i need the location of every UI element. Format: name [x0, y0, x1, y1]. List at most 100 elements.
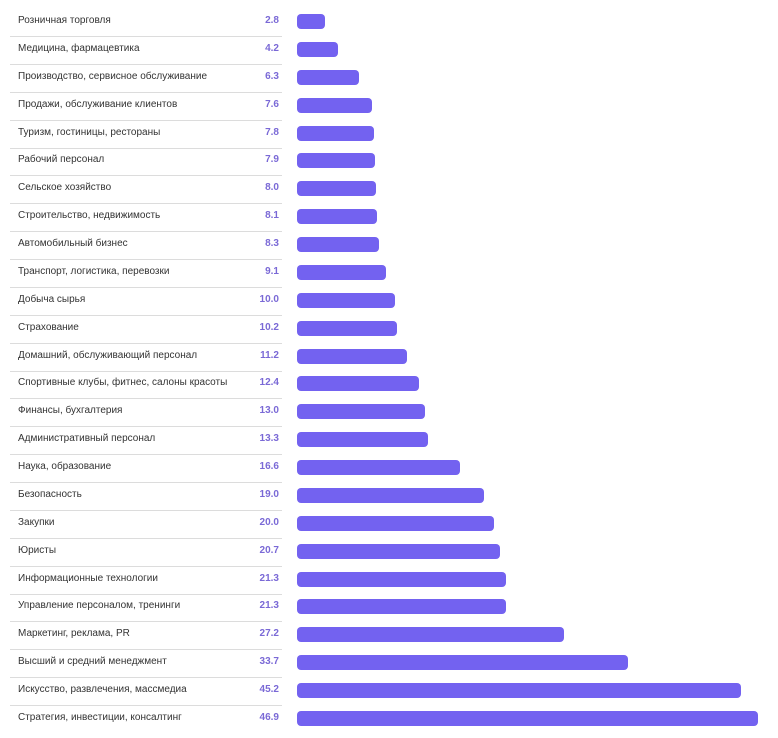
chart-row: Транспорт, логистика, перевозки 9.1 [0, 259, 778, 288]
bar [297, 153, 375, 169]
value-label: 11.2 [260, 349, 279, 361]
value-label: 33.7 [259, 656, 279, 668]
bar [297, 292, 396, 308]
category-label: Закупки [18, 516, 55, 528]
bar [297, 432, 428, 448]
chart-row: Автомобильный бизнес 8.3 [0, 231, 778, 261]
row-divider [10, 342, 282, 344]
chart-row: Добыча сырья 10.0 [0, 287, 778, 316]
bar [297, 487, 484, 503]
bar [297, 125, 374, 141]
category-label: Страхование [18, 321, 79, 333]
bar [297, 376, 419, 392]
value-label: 8.0 [265, 182, 279, 194]
bar [297, 627, 565, 643]
chart-row: Финансы, бухгалтерия 13.0 [0, 398, 778, 428]
category-label: Высший и средний менеджмент [18, 656, 167, 668]
bar [297, 543, 501, 559]
category-label: Туризм, гостиницы, рестораны [18, 126, 161, 138]
bar [297, 237, 379, 253]
bar [297, 571, 507, 587]
chart-row: Строительство, недвижимость 8.1 [0, 203, 778, 233]
chart-row: Медицина, фармацевтика 4.2 [0, 36, 778, 65]
category-label: Безопасность [18, 488, 82, 500]
category-label: Транспорт, логистика, перевозки [18, 265, 170, 277]
chart-row: Закупки 20.0 [0, 510, 778, 539]
category-label: Наука, образование [18, 461, 112, 473]
bar [297, 320, 398, 336]
row-divider [10, 370, 282, 372]
bar [297, 683, 742, 699]
value-label: 12.4 [259, 377, 279, 389]
bar [297, 515, 494, 531]
value-label: 7.8 [265, 126, 279, 138]
row-divider [10, 36, 282, 37]
row-divider [10, 677, 282, 679]
row-divider [10, 621, 282, 623]
bar [297, 209, 377, 225]
row-divider [10, 231, 282, 233]
category-label: Сельское хозяйство [18, 182, 112, 194]
chart-row: Искусство, развлечения, массмедиа 45.2 [0, 677, 778, 707]
chart-row: Спортивные клубы, фитнес, салоны красоты… [0, 370, 778, 400]
row-divider [10, 649, 282, 651]
bar [297, 264, 387, 280]
bar [297, 404, 425, 420]
value-label: 21.3 [259, 600, 279, 612]
chart-row: Туризм, гостиницы, рестораны 7.8 [0, 120, 778, 149]
chart-row: Маркетинг, реклама, PR 27.2 [0, 621, 778, 651]
row-divider [10, 398, 282, 400]
value-label: 6.3 [265, 70, 279, 82]
row-divider [10, 119, 282, 121]
category-label: Рабочий персонал [18, 154, 105, 166]
chart-row: Домашний, обслуживающий персонал 11.2 [0, 343, 778, 372]
value-label: 20.0 [259, 516, 279, 528]
bar [297, 41, 339, 57]
value-label: 21.3 [259, 572, 279, 584]
bar [297, 97, 372, 113]
category-label: Спортивные клубы, фитнес, салоны красоты [18, 377, 228, 389]
row-divider [10, 509, 282, 511]
bar [297, 599, 507, 615]
category-label: Искусство, развлечения, массмедиа [18, 684, 187, 696]
category-label: Домашний, обслуживающий персонал [18, 349, 198, 361]
row-divider [10, 259, 282, 261]
category-label: Юристы [18, 544, 57, 556]
value-label: 13.0 [259, 405, 279, 417]
row-divider [10, 454, 282, 456]
chart-row: Производство, сервисное обслуживание 6.3 [0, 64, 778, 93]
bar [297, 348, 408, 364]
chart-row: Наука, образование 16.6 [0, 454, 778, 484]
row-divider [10, 565, 282, 567]
value-label: 20.7 [259, 544, 279, 556]
bar [297, 655, 629, 671]
bar [297, 711, 758, 726]
value-label: 8.3 [265, 238, 279, 250]
row-divider [10, 91, 282, 93]
value-label: 16.6 [259, 461, 279, 473]
category-label: Продажи, обслуживание клиентов [18, 98, 178, 110]
chart-row: Продажи, обслуживание клиентов 7.6 [0, 92, 778, 121]
chart-row: Сельское хозяйство 8.0 [0, 175, 778, 205]
row-divider [10, 147, 282, 149]
value-label: 7.9 [265, 154, 279, 166]
chart-row: Административный персонал 13.3 [0, 426, 778, 456]
value-label: 10.2 [259, 321, 279, 333]
value-label: 7.6 [265, 98, 279, 110]
row-divider [10, 203, 282, 205]
category-label: Строительство, недвижимость [18, 210, 161, 222]
row-divider [10, 286, 282, 288]
category-label: Финансы, бухгалтерия [18, 405, 123, 417]
category-label: Маркетинг, реклама, PR [18, 628, 130, 640]
row-divider [10, 593, 282, 595]
category-label: Автомобильный бизнес [18, 238, 128, 250]
row-divider [10, 63, 282, 65]
category-label: Информационные технологии [18, 572, 158, 584]
category-label: Стратегия, инвестиции, консалтинг [18, 712, 182, 723]
chart-row: Рабочий персонал 7.9 [0, 147, 778, 177]
value-label: 9.1 [265, 265, 279, 277]
chart-row: Стратегия, инвестиции, консалтинг 46.9 [0, 705, 778, 733]
value-label: 19.0 [259, 488, 279, 500]
value-label: 13.3 [259, 433, 279, 445]
value-label: 45.2 [259, 684, 279, 696]
